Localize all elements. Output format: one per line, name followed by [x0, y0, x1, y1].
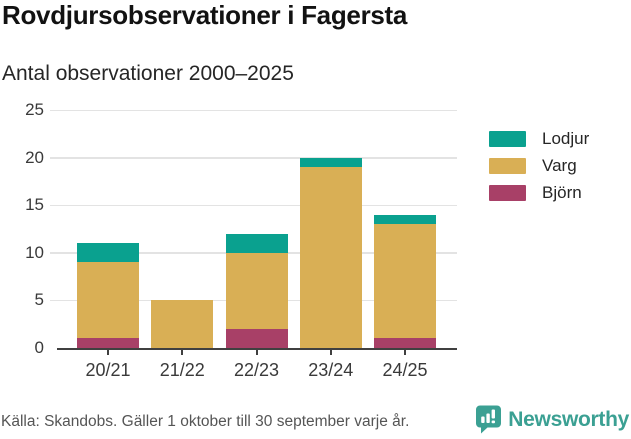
bar-segment-lodjur: [374, 214, 436, 225]
x-axis-tick: [255, 348, 258, 355]
y-tick-label: 25: [25, 100, 44, 119]
bar-segment-varg: [225, 252, 288, 329]
x-axis-tick: [329, 348, 332, 355]
x-axis-line: [57, 347, 457, 350]
legend-swatch: [489, 185, 526, 201]
legend-swatch: [489, 131, 526, 147]
bar-segment-varg: [77, 262, 139, 339]
source-note: Källa: Skandobs. Gäller 1 oktober till 3…: [1, 413, 410, 430]
bar-segment-varg: [299, 167, 362, 348]
x-axis-tick: [107, 348, 109, 355]
bar-segment-lodjur: [299, 157, 362, 168]
bar-segment-varg: [374, 224, 436, 339]
legend-label: Varg: [542, 156, 577, 175]
legend-label: Lodjur: [542, 129, 590, 148]
x-tick-label: 23/24: [308, 360, 354, 380]
bar-segment-bjorn: [225, 328, 288, 348]
x-tick-label: 20/21: [85, 360, 131, 380]
newsworthy-brand: Newsworthy: [475, 405, 629, 434]
legend: Lodjur Varg Björn: [489, 129, 590, 212]
chart-title: Rovdjursobservationer i Fagersta: [2, 0, 408, 30]
bar-segment-bjorn: [77, 338, 139, 348]
legend-label: Björn: [542, 183, 582, 202]
gridline: [50, 157, 457, 159]
chart-subtitle: Antal observationer 2000–2025: [2, 62, 294, 85]
y-tick-label: 5: [34, 290, 44, 310]
gridline: [50, 109, 457, 111]
legend-item: Lodjur: [489, 129, 590, 148]
newsworthy-wordmark: Newsworthy: [508, 407, 629, 431]
bar-segment-bjorn: [374, 338, 436, 348]
gridline: [50, 204, 457, 207]
bar-segment-varg: [151, 300, 214, 348]
x-tick-label: 22/23: [233, 360, 280, 380]
legend-item: Varg: [489, 156, 589, 175]
y-tick-label: 0: [34, 338, 44, 357]
bar-segment-lodjur: [77, 243, 139, 263]
y-tick-label: 10: [25, 242, 44, 262]
legend-item: Björn: [489, 183, 589, 202]
x-tick-label: 24/25: [382, 360, 428, 380]
bar-segment-lodjur: [225, 233, 288, 253]
legend-swatch: [489, 158, 526, 174]
newsworthy-logo-icon: [476, 405, 502, 434]
y-tick-label: 15: [25, 195, 44, 215]
x-axis-tick: [404, 348, 406, 355]
plot-area: 0 5 10 15 20 25 20/21 21/22 22/23 23/24 24/25: [25, 100, 457, 380]
x-tick-label: 21/22: [159, 360, 205, 380]
x-axis-tick: [181, 348, 184, 355]
y-tick-label: 20: [25, 147, 44, 167]
